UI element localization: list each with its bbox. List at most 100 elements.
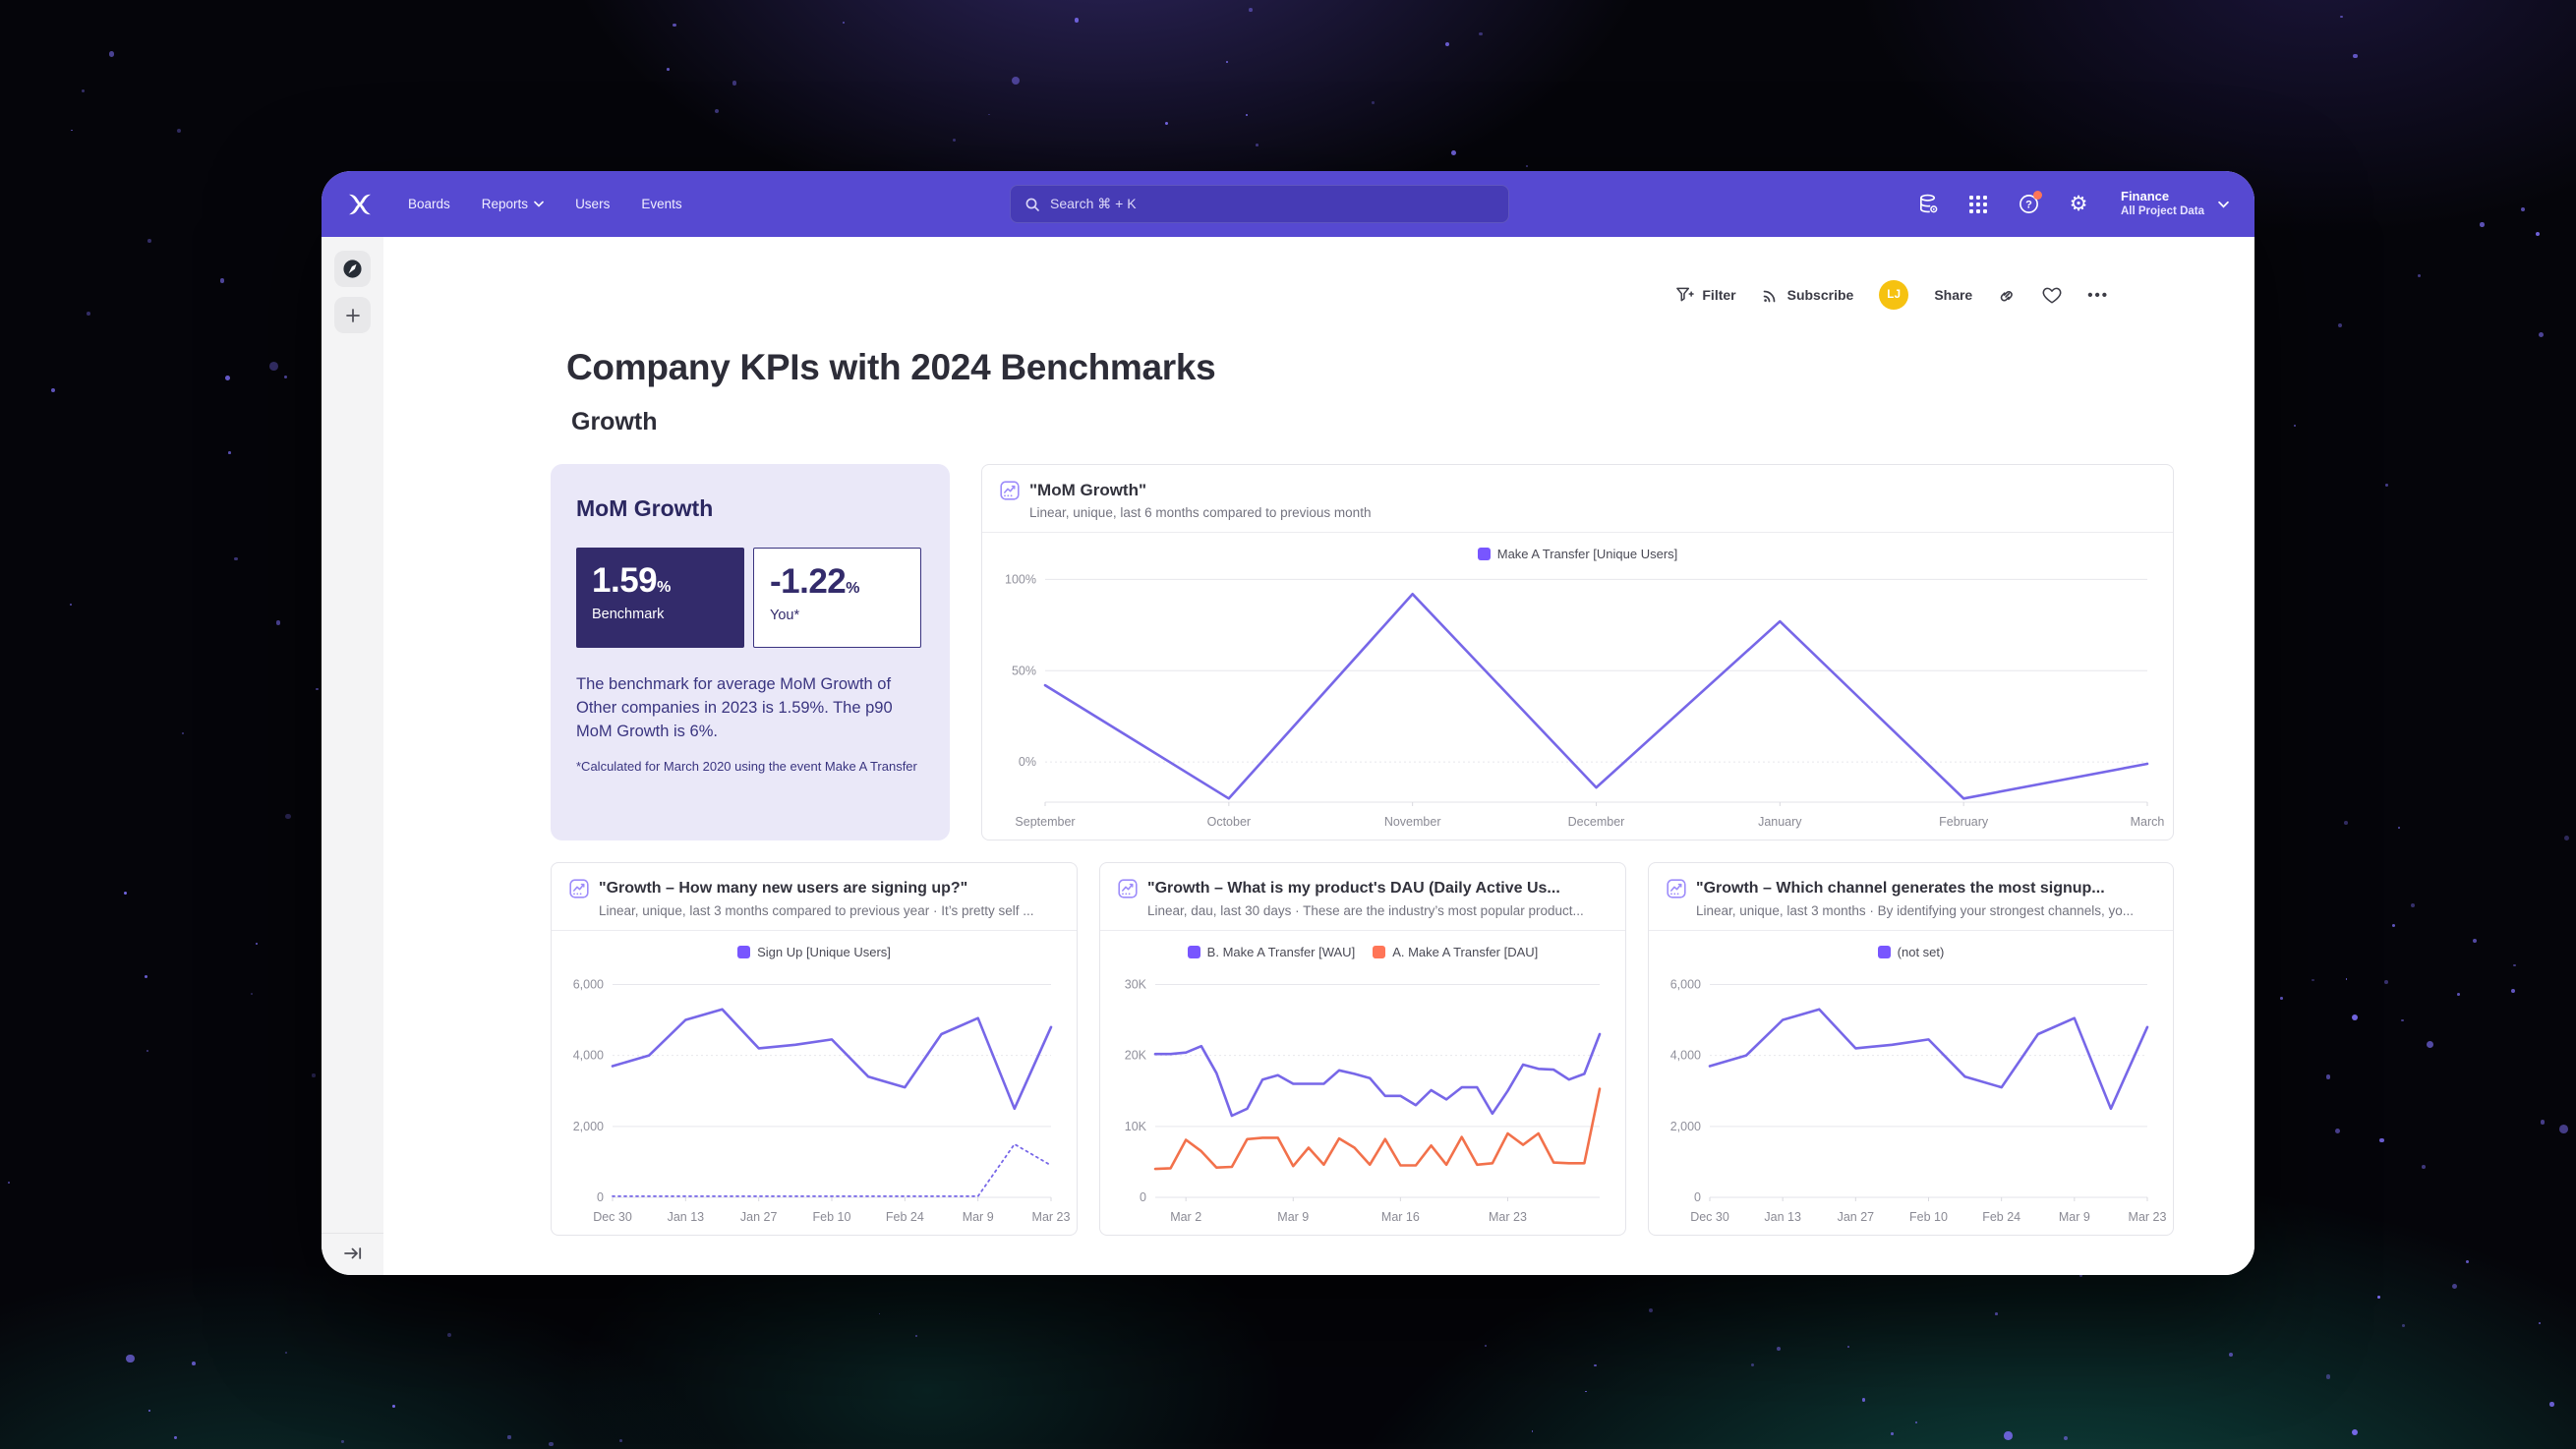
nav-item-events[interactable]: Events — [641, 197, 682, 211]
compass-icon[interactable] — [334, 251, 371, 287]
svg-text:?: ? — [2025, 200, 2032, 211]
app-window: Boards Reports Users Events Search ⌘ + K — [322, 171, 2254, 1275]
svg-text:November: November — [1384, 815, 1441, 829]
chart-card-channels[interactable]: "Growth – Which channel generates the mo… — [1648, 862, 2174, 1236]
svg-text:0%: 0% — [1019, 755, 1036, 769]
svg-text:Mar 9: Mar 9 — [963, 1210, 994, 1224]
benchmark-stat: 1.59% Benchmark — [576, 548, 744, 648]
project-env: All Project Data — [2121, 205, 2204, 218]
svg-text:6,000: 6,000 — [573, 977, 604, 991]
mixpanel-logo-icon[interactable] — [343, 188, 377, 221]
svg-text:50%: 50% — [1012, 664, 1036, 677]
svg-text:Mar 2: Mar 2 — [1170, 1210, 1201, 1224]
svg-text:30K: 30K — [1125, 977, 1147, 991]
legend-item[interactable]: Make A Transfer [Unique Users] — [1477, 545, 1677, 562]
data-icon[interactable] — [1916, 193, 1940, 216]
svg-text:Feb 24: Feb 24 — [886, 1210, 924, 1224]
svg-text:September: September — [1015, 815, 1075, 829]
legend-swatch — [1373, 945, 1386, 958]
chart-subtitle: Linear, unique, last 6 months compared t… — [1029, 505, 1372, 520]
nav-links: Boards Reports Users Events — [408, 197, 682, 211]
svg-text:Jan 13: Jan 13 — [1764, 1210, 1801, 1224]
chart-legend: B. Make A Transfer [WAU] A. Make A Transf… — [1100, 943, 1625, 960]
svg-text:6,000: 6,000 — [1670, 977, 1701, 991]
svg-text:Dec 30: Dec 30 — [1690, 1210, 1729, 1224]
chart-card-mom-growth[interactable]: "MoM Growth" Linear, unique, last 6 mont… — [981, 464, 2174, 840]
top-navbar: Boards Reports Users Events Search ⌘ + K — [322, 171, 2254, 237]
svg-text:Mar 23: Mar 23 — [1489, 1210, 1527, 1224]
benchmark-description: The benchmark for average MoM Growth of … — [576, 675, 893, 740]
chart-subtitle: Linear, unique, last 3 months compared t… — [599, 903, 1034, 918]
line-chart: 30K 20K 10K 0 Mar 2 Mar 9 Mar 16 Mar 23 — [1106, 962, 1619, 1227]
nav-item-boards[interactable]: Boards — [408, 197, 450, 211]
svg-text:March: March — [2131, 815, 2165, 829]
legend-item[interactable]: Sign Up [Unique Users] — [737, 943, 891, 960]
plus-icon[interactable] — [334, 297, 371, 333]
chevron-down-icon — [534, 201, 544, 207]
subscribe-button[interactable]: Subscribe — [1762, 286, 1853, 304]
help-icon[interactable]: ? — [2017, 190, 2042, 216]
legend-item[interactable]: B. Make A Transfer [WAU] — [1187, 943, 1355, 960]
copy-link-button[interactable] — [1998, 286, 2017, 305]
svg-text:0: 0 — [597, 1190, 604, 1204]
chart-title: "Growth – How many new users are signing… — [599, 880, 968, 897]
more-options-button[interactable]: ••• — [2087, 286, 2109, 304]
legend-item[interactable]: A. Make A Transfer [DAU] — [1373, 943, 1538, 960]
svg-text:Jan 27: Jan 27 — [1838, 1210, 1875, 1224]
heart-icon — [2042, 287, 2062, 304]
nav-item-reports[interactable]: Reports — [482, 197, 544, 211]
project-switcher[interactable]: Finance All Project Data — [2117, 189, 2229, 219]
search-input[interactable]: Search ⌘ + K — [1010, 185, 1509, 223]
chart-card-dau[interactable]: "Growth – What is my product's DAU (Dail… — [1099, 862, 1626, 1236]
chart-legend: Make A Transfer [Unique Users] — [982, 545, 2173, 562]
chart-subtitle: Linear, dau, last 30 days · These are th… — [1147, 903, 1584, 918]
legend-swatch — [1877, 945, 1891, 958]
share-button[interactable]: Share — [1934, 287, 1973, 303]
left-sidebar — [322, 237, 383, 1275]
settings-gear-icon[interactable]: ⚙ — [2069, 192, 2088, 215]
line-chart: 6,000 4,000 2,000 0 Dec 30 Jan 13 Jan 27 Feb 10… — [557, 962, 1071, 1227]
notification-dot — [2033, 190, 2042, 200]
project-name: Finance — [2121, 189, 2170, 204]
expand-sidebar-icon[interactable] — [343, 1246, 362, 1261]
search-icon — [1025, 198, 1039, 211]
svg-text:10K: 10K — [1125, 1120, 1147, 1133]
chart-card-signups[interactable]: "Growth – How many new users are signing… — [551, 862, 1078, 1236]
svg-text:0: 0 — [1140, 1190, 1146, 1204]
svg-text:2,000: 2,000 — [1670, 1120, 1701, 1133]
svg-text:4,000: 4,000 — [1670, 1049, 1701, 1063]
svg-text:Dec 30: Dec 30 — [593, 1210, 632, 1224]
apps-grid-icon[interactable] — [1966, 193, 1990, 216]
svg-text:Jan 13: Jan 13 — [668, 1210, 705, 1224]
benchmark-card-title: MoM Growth — [576, 495, 714, 521]
benchmark-card[interactable]: MoM Growth 1.59% Benchmark -1.22% You* — [551, 464, 950, 840]
chart-legend: (not set) — [1649, 943, 2173, 960]
svg-text:20K: 20K — [1125, 1049, 1147, 1063]
filter-icon — [1676, 287, 1695, 302]
svg-text:2,000: 2,000 — [573, 1120, 604, 1133]
svg-text:February: February — [1939, 815, 1989, 829]
line-chart-icon — [1000, 481, 1020, 500]
nav-item-users[interactable]: Users — [575, 197, 611, 211]
svg-text:Mar 16: Mar 16 — [1381, 1210, 1420, 1224]
svg-text:Jan 27: Jan 27 — [740, 1210, 778, 1224]
favorite-button[interactable] — [2042, 286, 2062, 305]
section-title: Growth — [571, 408, 658, 435]
legend-item[interactable]: (not set) — [1877, 943, 1944, 960]
nav-right-cluster: ? ⚙ Finance All Project Data — [1916, 189, 2229, 219]
svg-text:January: January — [1758, 815, 1802, 829]
svg-text:0: 0 — [1694, 1190, 1701, 1204]
svg-text:Feb 24: Feb 24 — [1982, 1210, 2020, 1224]
svg-text:Mar 23: Mar 23 — [2129, 1210, 2167, 1224]
chart-title: "Growth – What is my product's DAU (Dail… — [1147, 880, 1560, 897]
svg-text:Mar 23: Mar 23 — [1032, 1210, 1071, 1224]
svg-text:Mar 9: Mar 9 — [1277, 1210, 1309, 1224]
svg-text:October: October — [1207, 815, 1251, 829]
chart-title: "MoM Growth" — [1029, 481, 1147, 499]
avatar[interactable]: LJ — [1879, 280, 1909, 310]
page-title: Company KPIs with 2024 Benchmarks — [566, 347, 1216, 387]
filter-button[interactable]: Filter — [1675, 286, 1736, 304]
line-chart: 100% 50% 0% September October November Decembe… — [988, 564, 2167, 832]
svg-text:Feb 10: Feb 10 — [1909, 1210, 1948, 1224]
